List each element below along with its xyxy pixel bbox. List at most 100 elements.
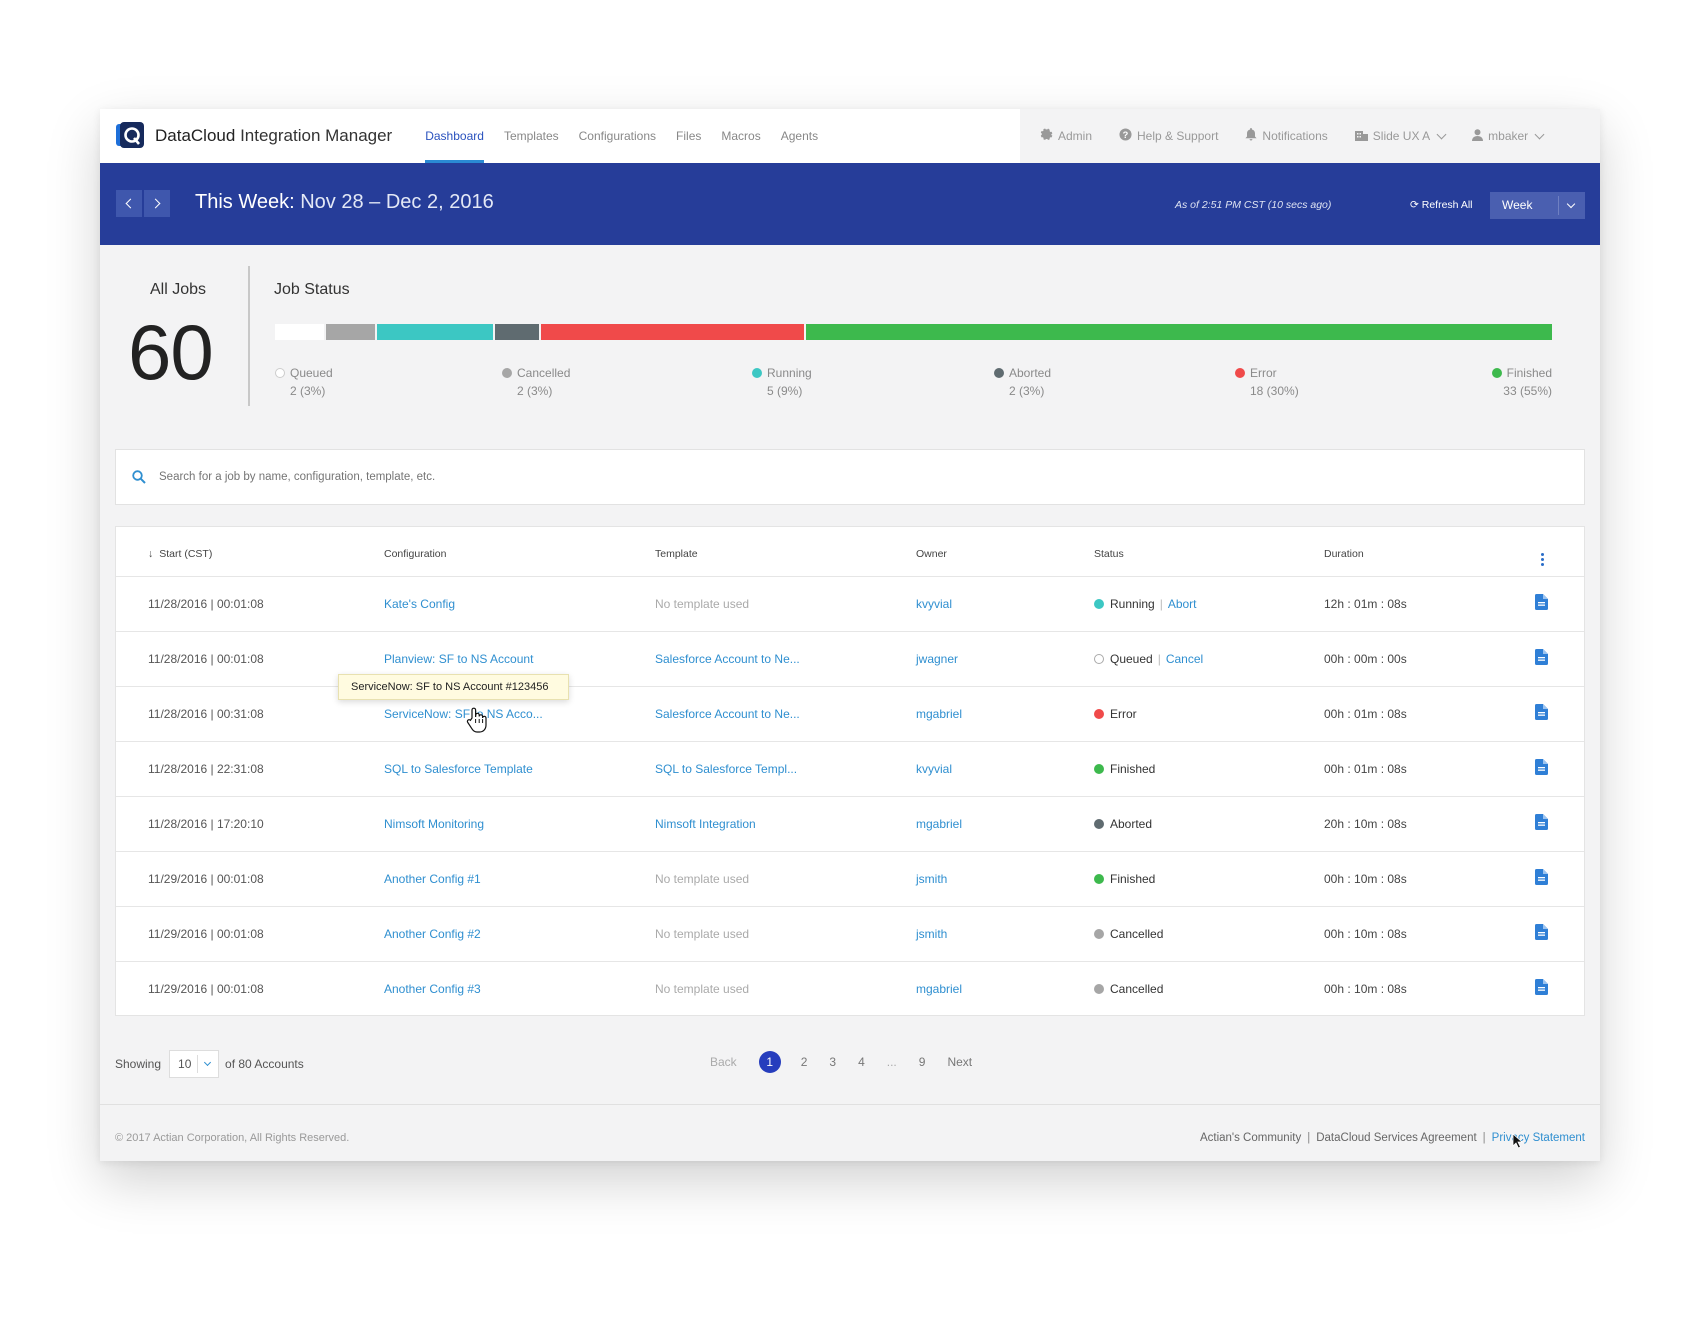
- help-menu[interactable]: ? Help & Support: [1119, 128, 1218, 144]
- chevron-down-icon: [1436, 129, 1447, 139]
- legend-finished: Finished 33 (55%): [1491, 366, 1552, 398]
- cancel-job-link[interactable]: Cancel: [1165, 652, 1204, 666]
- page-size-value: 10: [178, 1057, 192, 1071]
- summary-divider: [248, 266, 250, 406]
- legend-count: 2 (3%): [1009, 384, 1045, 398]
- page-back-button[interactable]: Back: [710, 1055, 737, 1069]
- notifications-menu[interactable]: Notifications: [1245, 128, 1328, 144]
- chevron-down-icon: [203, 1058, 212, 1067]
- col-start-label: Start (CST): [159, 548, 213, 560]
- legend-label: Error: [1250, 366, 1277, 380]
- legend-dot-cancelled: [502, 368, 512, 378]
- owner-link[interactable]: jsmith: [916, 927, 948, 941]
- configuration-link[interactable]: Planview: SF to NS Account: [384, 652, 534, 666]
- abort-job-link[interactable]: Abort: [1167, 597, 1197, 611]
- col-start[interactable]: ↓ Start (CST): [148, 548, 212, 560]
- configuration-link[interactable]: Nimsoft Monitoring: [384, 817, 485, 831]
- configuration-link[interactable]: Another Config #1: [384, 872, 481, 886]
- legend-label: Queued: [290, 366, 333, 380]
- status-cell: Cancelled: [1094, 982, 1163, 996]
- legend-label: Running: [767, 366, 812, 380]
- user-menu[interactable]: mbaker: [1472, 128, 1545, 144]
- page-3-button[interactable]: 3: [829, 1055, 837, 1069]
- col-template[interactable]: Template: [655, 548, 698, 560]
- admin-menu[interactable]: Admin: [1040, 128, 1092, 144]
- last-updated-text: As of 2:51 PM CST (10 secs ago): [1175, 199, 1332, 211]
- owner-link[interactable]: mgabriel: [916, 817, 963, 831]
- owner-link[interactable]: jsmith: [916, 872, 948, 886]
- refresh-all-button[interactable]: ⟳ Refresh All: [1410, 199, 1473, 211]
- top-nav-main: DataCloud Integration Manager Dashboard …: [100, 109, 1020, 163]
- page-size-divider: [197, 1055, 199, 1073]
- owner-link[interactable]: kvyvial: [916, 597, 953, 611]
- configuration-link[interactable]: ServiceNow: SF to NS Acco...: [384, 707, 543, 721]
- col-status[interactable]: Status: [1094, 548, 1124, 560]
- footer-divider: [100, 1104, 1600, 1105]
- workspace-menu[interactable]: Slide UX A: [1354, 129, 1447, 144]
- period-select[interactable]: Week: [1490, 192, 1585, 219]
- table-row: 11/28/2016 | 00:01:08 Kate's Config No tem…: [116, 577, 1584, 632]
- legend-dot-error: [1235, 368, 1245, 378]
- nav-configurations[interactable]: Configurations: [578, 129, 657, 143]
- document-icon[interactable]: [1535, 814, 1548, 833]
- legend-count: 2 (3%): [517, 384, 553, 398]
- document-icon[interactable]: [1535, 704, 1548, 723]
- document-icon[interactable]: [1535, 649, 1548, 668]
- owner-link[interactable]: mgabriel: [916, 707, 963, 721]
- duration: 00h : 10m : 08s: [1324, 872, 1407, 886]
- page-size-select[interactable]: 10: [169, 1050, 220, 1078]
- search-input[interactable]: [159, 466, 1359, 488]
- nav-macros[interactable]: Macros: [721, 129, 761, 143]
- col-configuration[interactable]: Configuration: [384, 548, 447, 560]
- datacloud-logo-icon[interactable]: [116, 122, 144, 150]
- nav-templates[interactable]: Templates: [503, 129, 559, 143]
- template-link[interactable]: Nimsoft Integration: [655, 817, 756, 831]
- page-9-button[interactable]: 9: [918, 1055, 926, 1069]
- page-4-button[interactable]: 4: [858, 1055, 865, 1069]
- template-link[interactable]: Salesforce Account to Ne...: [655, 707, 800, 721]
- configuration-link[interactable]: SQL to Salesforce Template: [384, 762, 533, 776]
- app-window: DataCloud Integration Manager Dashboard …: [100, 109, 1600, 1161]
- owner-link[interactable]: kvyvial: [916, 762, 953, 776]
- template-none: No template used: [655, 927, 750, 941]
- start-time: 11/28/2016 | 17:20:10: [148, 817, 264, 831]
- nav-agents[interactable]: Agents: [780, 129, 819, 143]
- table-row: 11/28/2016 | 00:31:08 ServiceNow: SF to N…: [116, 687, 1584, 742]
- help-label: Help & Support: [1137, 129, 1219, 143]
- nav-dashboard[interactable]: Dashboard: [425, 109, 484, 163]
- nav-files[interactable]: Files: [676, 129, 702, 143]
- document-icon[interactable]: [1535, 924, 1548, 943]
- document-icon[interactable]: [1535, 979, 1548, 998]
- owner-link[interactable]: mgabriel: [916, 982, 963, 996]
- document-icon[interactable]: [1535, 594, 1548, 613]
- document-icon[interactable]: [1535, 759, 1548, 778]
- footer-separator: |: [1482, 1132, 1486, 1144]
- page-next-button[interactable]: Next: [947, 1055, 973, 1069]
- template-link[interactable]: Salesforce Account to Ne...: [655, 652, 800, 666]
- services-agreement-link[interactable]: DataCloud Services Agreement: [1316, 1132, 1477, 1144]
- next-week-button[interactable]: [144, 190, 170, 217]
- community-link[interactable]: Actian's Community: [1199, 1132, 1302, 1144]
- legend-dot-running: [752, 368, 762, 378]
- all-jobs-count: 60: [128, 308, 214, 396]
- document-icon[interactable]: [1535, 869, 1548, 888]
- prev-week-button[interactable]: [116, 190, 142, 217]
- bell-icon: [1245, 128, 1257, 144]
- chevron-down-icon: [1534, 129, 1545, 139]
- template-none: No template used: [655, 597, 750, 611]
- owner-link[interactable]: jwagner: [916, 652, 959, 666]
- help-icon: ?: [1119, 128, 1132, 144]
- privacy-statement-link[interactable]: Privacy Statement: [1491, 1132, 1585, 1144]
- page-2-button[interactable]: 2: [800, 1055, 808, 1069]
- status-cell: Cancelled: [1094, 927, 1163, 941]
- configuration-link[interactable]: Another Config #3: [384, 982, 481, 996]
- page-1-button[interactable]: 1: [758, 1051, 781, 1073]
- configuration-link[interactable]: Another Config #2: [384, 927, 481, 941]
- column-options-kebab-icon[interactable]: [1541, 553, 1544, 568]
- status-dot: [1094, 709, 1104, 719]
- table-row: 11/29/2016 | 00:01:08 Another Config #3 No…: [116, 962, 1584, 1017]
- configuration-link[interactable]: Kate's Config: [384, 597, 455, 611]
- col-duration[interactable]: Duration: [1324, 548, 1364, 560]
- col-owner[interactable]: Owner: [916, 548, 947, 560]
- template-link[interactable]: SQL to Salesforce Templ...: [655, 762, 798, 776]
